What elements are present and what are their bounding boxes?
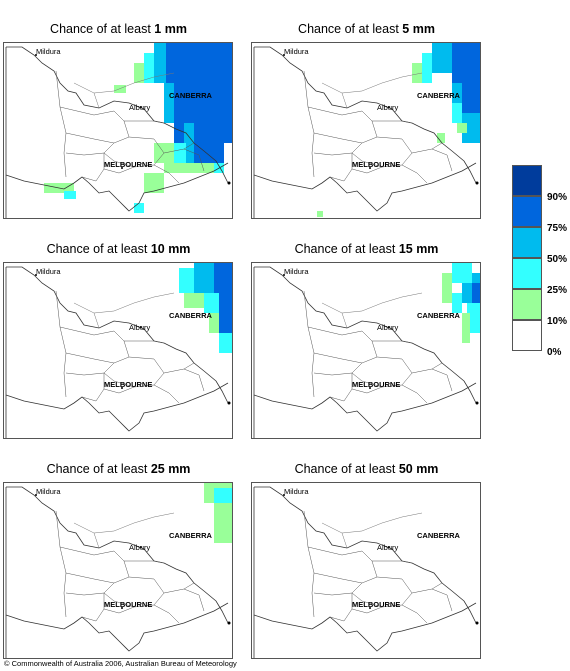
city-mildura: Mildura <box>36 267 61 276</box>
map: Mildura CANBERRA Albury MELBOURNE <box>251 42 481 219</box>
city-canberra: CANBERRA <box>417 531 461 540</box>
city-canberra: CANBERRA <box>417 91 461 100</box>
city-mildura: Mildura <box>284 487 309 496</box>
probability-shading <box>179 263 232 353</box>
city-albury: Albury <box>129 103 151 112</box>
map: Mildura CANBERRA Albury MELBOURNE <box>3 482 233 659</box>
probability-shading <box>442 263 480 343</box>
city-canberra: CANBERRA <box>169 91 213 100</box>
panel-title: Chance of at least 10 mm <box>46 242 191 256</box>
probability-shading <box>317 43 480 217</box>
city-canberra: CANBERRA <box>417 311 461 320</box>
city-albury: Albury <box>377 323 399 332</box>
legend-swatch-90 <box>512 165 542 196</box>
legend-swatch-0 <box>512 320 542 351</box>
city-albury: Albury <box>377 103 399 112</box>
probability-shading <box>44 43 232 213</box>
city-canberra: CANBERRA <box>169 531 213 540</box>
city-melbourne: MELBOURNE <box>104 160 152 169</box>
legend-tick: 75% <box>547 223 568 234</box>
city-mildura: Mildura <box>284 47 309 56</box>
panel-title: Chance of at least 1 mm <box>50 22 187 36</box>
panel-title: Chance of at least 50 mm <box>294 462 439 476</box>
legend-tick: 25% <box>547 285 568 296</box>
map: Mildura CANBERRA Albury MELBOURNE <box>3 42 233 219</box>
probability-shading <box>204 483 232 543</box>
city-melbourne: MELBOURNE <box>104 600 152 609</box>
panel-title: Chance of at least 15 mm <box>294 242 439 256</box>
legend-tick: 50% <box>547 254 568 265</box>
city-melbourne: MELBOURNE <box>352 600 400 609</box>
legend-tick: 0% <box>547 347 562 358</box>
legend-tick: 90% <box>547 192 568 203</box>
legend-swatch-75 <box>512 196 542 227</box>
city-albury: Albury <box>129 323 151 332</box>
copyright-notice: © Commonwealth of Australia 2006, Austra… <box>4 659 237 668</box>
city-melbourne: MELBOURNE <box>104 380 152 389</box>
map: Mildura CANBERRA Albury MELBOURNE <box>3 262 233 439</box>
city-mildura: Mildura <box>284 267 309 276</box>
city-mildura: Mildura <box>36 47 61 56</box>
panel-title: Chance of at least 25 mm <box>46 462 191 476</box>
city-melbourne: MELBOURNE <box>352 380 400 389</box>
city-albury: Albury <box>129 543 151 552</box>
map: Mildura CANBERRA Albury MELBOURNE <box>251 482 481 659</box>
panel-title: Chance of at least 5 mm <box>298 22 435 36</box>
legend-tick: 10% <box>547 316 568 327</box>
map: Mildura CANBERRA Albury MELBOURNE <box>251 262 481 439</box>
city-canberra: CANBERRA <box>169 311 213 320</box>
legend-swatch-25 <box>512 258 542 289</box>
legend-swatch-50 <box>512 227 542 258</box>
legend-swatch-10 <box>512 289 542 320</box>
city-albury: Albury <box>377 543 399 552</box>
city-mildura: Mildura <box>36 487 61 496</box>
city-melbourne: MELBOURNE <box>352 160 400 169</box>
